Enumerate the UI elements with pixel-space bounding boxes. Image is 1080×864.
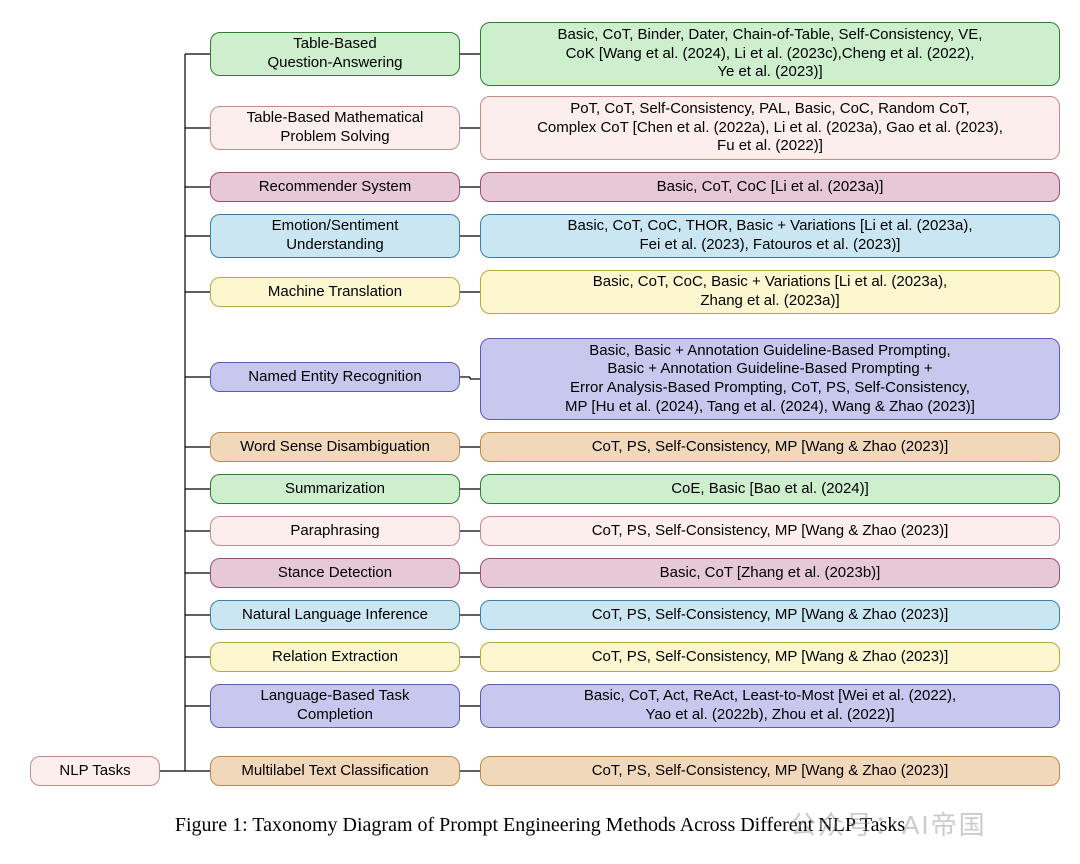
task-qa: Table-BasedQuestion-Answering: [210, 32, 460, 76]
detail-mt: Basic, CoT, CoC, Basic + Variations [Li …: [480, 270, 1060, 314]
detail-mt-label: Basic, CoT, CoC, Basic + Variations [Li …: [593, 273, 947, 311]
task-wsd-label: Word Sense Disambiguation: [240, 438, 430, 457]
detail-math-label: PoT, CoT, Self-Consistency, PAL, Basic, …: [537, 100, 1003, 156]
detail-nli: CoT, PS, Self-Consistency, MP [Wang & Zh…: [480, 600, 1060, 630]
detail-para-label: CoT, PS, Self-Consistency, MP [Wang & Zh…: [592, 522, 949, 541]
detail-multi: CoT, PS, Self-Consistency, MP [Wang & Zh…: [480, 756, 1060, 786]
task-math-label: Table-Based MathematicalProblem Solving: [247, 109, 424, 147]
detail-wsd: CoT, PS, Self-Consistency, MP [Wang & Zh…: [480, 432, 1060, 462]
root-node: NLP Tasks: [30, 756, 160, 786]
detail-rec: Basic, CoT, CoC [Li et al. (2023a)]: [480, 172, 1060, 202]
task-mt-label: Machine Translation: [268, 283, 402, 302]
detail-rec-label: Basic, CoT, CoC [Li et al. (2023a)]: [657, 178, 884, 197]
taxonomy-diagram: NLP Tasks Table-BasedQuestion-Answering Ba…: [0, 0, 1080, 864]
detail-emo-label: Basic, CoT, CoC, THOR, Basic + Variation…: [567, 217, 972, 255]
watermark-text: 公众号：AI帝国: [790, 805, 987, 842]
task-emo: Emotion/SentimentUnderstanding: [210, 214, 460, 258]
task-sum: Summarization: [210, 474, 460, 504]
detail-stance: Basic, CoT [Zhang et al. (2023b)]: [480, 558, 1060, 588]
task-wsd: Word Sense Disambiguation: [210, 432, 460, 462]
detail-multi-label: CoT, PS, Self-Consistency, MP [Wang & Zh…: [592, 762, 949, 781]
task-mt: Machine Translation: [210, 277, 460, 307]
detail-ner-label: Basic, Basic + Annotation Guideline-Base…: [565, 342, 975, 417]
task-rel-label: Relation Extraction: [272, 648, 398, 667]
detail-nli-label: CoT, PS, Self-Consistency, MP [Wang & Zh…: [592, 606, 949, 625]
task-nli-label: Natural Language Inference: [242, 606, 428, 625]
detail-rel: CoT, PS, Self-Consistency, MP [Wang & Zh…: [480, 642, 1060, 672]
task-nli: Natural Language Inference: [210, 600, 460, 630]
task-ner-label: Named Entity Recognition: [248, 368, 421, 387]
task-lang: Language-Based TaskCompletion: [210, 684, 460, 728]
detail-wsd-label: CoT, PS, Self-Consistency, MP [Wang & Zh…: [592, 438, 949, 457]
task-multi-label: Multilabel Text Classification: [241, 762, 428, 781]
detail-emo: Basic, CoT, CoC, THOR, Basic + Variation…: [480, 214, 1060, 258]
task-math: Table-Based MathematicalProblem Solving: [210, 106, 460, 150]
task-multi: Multilabel Text Classification: [210, 756, 460, 786]
detail-qa-label: Basic, CoT, Binder, Dater, Chain-of-Tabl…: [558, 26, 983, 82]
task-stance-label: Stance Detection: [278, 564, 392, 583]
detail-sum: CoE, Basic [Bao et al. (2024)]: [480, 474, 1060, 504]
task-qa-label: Table-BasedQuestion-Answering: [267, 35, 402, 73]
task-para: Paraphrasing: [210, 516, 460, 546]
detail-stance-label: Basic, CoT [Zhang et al. (2023b)]: [660, 564, 881, 583]
task-lang-label: Language-Based TaskCompletion: [260, 687, 409, 725]
task-emo-label: Emotion/SentimentUnderstanding: [272, 217, 399, 255]
root-node-label: NLP Tasks: [59, 762, 130, 781]
task-ner: Named Entity Recognition: [210, 362, 460, 392]
task-rec: Recommender System: [210, 172, 460, 202]
detail-sum-label: CoE, Basic [Bao et al. (2024)]: [671, 480, 869, 499]
task-sum-label: Summarization: [285, 480, 385, 499]
task-stance: Stance Detection: [210, 558, 460, 588]
detail-ner: Basic, Basic + Annotation Guideline-Base…: [480, 338, 1060, 420]
task-rel: Relation Extraction: [210, 642, 460, 672]
detail-math: PoT, CoT, Self-Consistency, PAL, Basic, …: [480, 96, 1060, 160]
detail-para: CoT, PS, Self-Consistency, MP [Wang & Zh…: [480, 516, 1060, 546]
detail-lang-label: Basic, CoT, Act, ReAct, Least-to-Most [W…: [584, 687, 956, 725]
detail-qa: Basic, CoT, Binder, Dater, Chain-of-Tabl…: [480, 22, 1060, 86]
detail-rel-label: CoT, PS, Self-Consistency, MP [Wang & Zh…: [592, 648, 949, 667]
detail-lang: Basic, CoT, Act, ReAct, Least-to-Most [W…: [480, 684, 1060, 728]
task-para-label: Paraphrasing: [290, 522, 379, 541]
task-rec-label: Recommender System: [259, 178, 412, 197]
